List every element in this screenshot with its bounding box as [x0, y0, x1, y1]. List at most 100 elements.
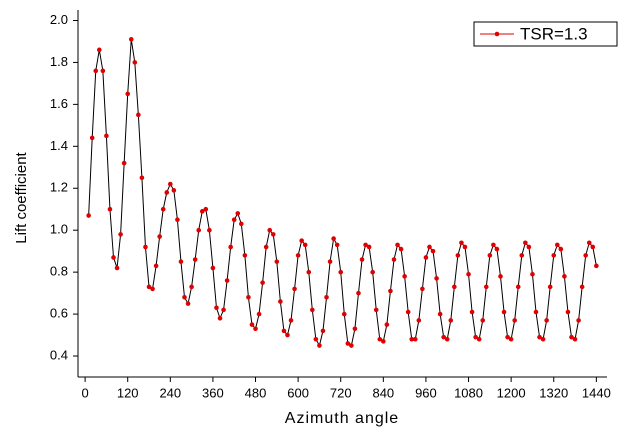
data-point [562, 274, 567, 279]
data-point [544, 318, 549, 323]
data-point [281, 328, 287, 334]
y-tick-label: 1.8 [50, 54, 68, 69]
y-tick-label: 1.0 [50, 222, 68, 237]
data-point [235, 211, 241, 216]
data-point [288, 318, 294, 323]
data-point [331, 236, 336, 241]
data-point [508, 336, 514, 342]
data-point [228, 244, 233, 250]
data-point [430, 248, 436, 254]
data-point [412, 336, 418, 342]
data-point [317, 343, 322, 348]
data-point [207, 227, 212, 233]
data-point [370, 269, 375, 275]
data-point [341, 311, 347, 317]
data-point [100, 68, 106, 74]
data-point [519, 253, 525, 258]
data-point [437, 311, 443, 317]
data-point [139, 175, 145, 181]
data-point [246, 295, 251, 300]
data-point [302, 242, 308, 248]
data-point [530, 271, 535, 277]
data-point [420, 286, 425, 292]
data-point [121, 160, 127, 166]
data-point [565, 309, 571, 315]
data-point [260, 280, 265, 285]
data-point [224, 278, 230, 283]
x-tick-label: 960 [415, 385, 437, 400]
data-point [533, 309, 539, 315]
data-point [256, 311, 262, 317]
data-point [153, 263, 159, 269]
x-tick-label: 120 [117, 385, 139, 400]
data-point [452, 284, 457, 290]
data-point [540, 336, 546, 342]
x-tick-label: 720 [330, 385, 352, 400]
data-point [523, 240, 528, 246]
data-point [381, 339, 386, 344]
data-point [107, 206, 113, 212]
data-point [97, 47, 102, 53]
data-point [409, 336, 415, 342]
data-point [306, 269, 312, 275]
data-point [441, 334, 446, 340]
data-point [455, 253, 461, 258]
data-point [299, 238, 304, 243]
data-point [125, 91, 131, 97]
data-point [171, 188, 177, 193]
data-point [189, 284, 194, 290]
data-point [128, 37, 134, 42]
data-point [249, 322, 255, 327]
data-point [313, 336, 319, 342]
data-point [253, 326, 258, 332]
y-tick-label: 2.0 [50, 12, 68, 27]
data-point [221, 307, 226, 313]
data-point [338, 269, 344, 275]
y-tick-label: 0.8 [50, 264, 68, 279]
data-point [537, 334, 542, 340]
data-point [150, 286, 155, 292]
legend-label: TSR=1.3 [520, 24, 588, 43]
data-point [278, 299, 283, 304]
data-point [512, 318, 517, 323]
x-tick-label: 600 [287, 385, 309, 400]
data-point [111, 255, 116, 260]
data-point [491, 242, 496, 248]
data-point [558, 246, 564, 252]
data-point [295, 253, 301, 258]
data-point [388, 288, 393, 294]
data-point [487, 253, 493, 258]
data-point [352, 326, 358, 332]
data-point [547, 284, 553, 290]
data-point [242, 253, 248, 258]
data-point [274, 259, 280, 264]
data-point [423, 255, 429, 260]
y-tick-label: 1.2 [50, 180, 68, 195]
data-point [554, 242, 560, 248]
data-point [214, 305, 219, 311]
data-point [199, 209, 205, 214]
data-point [483, 284, 489, 290]
data-point [93, 68, 99, 74]
data-point [366, 244, 372, 250]
y-tick-label: 1.4 [50, 138, 68, 153]
data-point [427, 244, 432, 250]
data-point [579, 284, 585, 290]
data-point [334, 242, 340, 248]
data-point [498, 274, 503, 279]
data-point [434, 276, 439, 281]
data-point [263, 244, 269, 250]
data-point [104, 133, 109, 139]
data-point [320, 328, 326, 334]
data-point [590, 244, 596, 250]
data-point [594, 263, 599, 269]
data-point [466, 271, 471, 277]
data-point [146, 284, 152, 290]
data-point [185, 301, 191, 306]
data-point [569, 334, 574, 340]
data-point [395, 242, 400, 248]
data-point [391, 257, 397, 262]
data-point [515, 284, 521, 290]
data-point [292, 286, 297, 292]
